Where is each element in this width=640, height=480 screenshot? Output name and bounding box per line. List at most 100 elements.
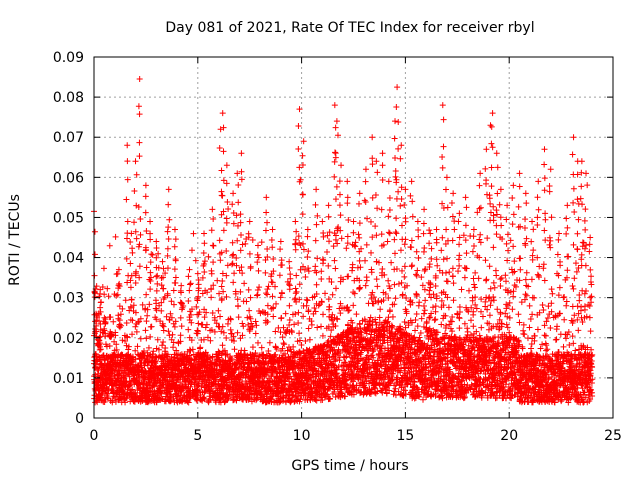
data-point — [213, 320, 220, 327]
data-point — [143, 291, 150, 298]
data-point — [119, 337, 126, 344]
data-point — [143, 335, 150, 342]
data-point — [177, 379, 184, 386]
data-point — [205, 253, 212, 260]
data-point — [200, 395, 207, 402]
data-point — [146, 353, 153, 360]
data-point — [248, 364, 255, 371]
data-point — [169, 331, 176, 338]
data-point — [227, 316, 234, 323]
data-point — [157, 318, 164, 325]
data-point — [203, 353, 210, 360]
data-point — [144, 312, 151, 319]
data-point — [201, 396, 208, 403]
data-point — [126, 373, 133, 380]
data-point — [139, 301, 146, 308]
data-point — [249, 323, 256, 330]
data-point — [133, 328, 140, 335]
data-point — [203, 309, 210, 316]
data-point — [243, 298, 250, 305]
data-point — [253, 322, 260, 329]
data-point — [134, 343, 141, 350]
chart-title: Day 081 of 2021, Rate Of TEC Index for r… — [165, 20, 534, 36]
data-point — [213, 367, 220, 374]
data-point — [177, 338, 184, 345]
data-point — [152, 358, 159, 365]
data-point — [207, 337, 214, 344]
data-point — [162, 344, 169, 351]
data-point — [239, 320, 246, 327]
data-point — [172, 318, 179, 325]
data-point — [155, 346, 162, 353]
data-point — [160, 338, 167, 345]
data-point — [132, 347, 139, 354]
data-point — [122, 297, 129, 304]
data-point — [235, 314, 242, 321]
data-point — [162, 270, 169, 277]
data-point — [99, 284, 106, 291]
data-point — [211, 317, 218, 324]
data-point — [168, 392, 175, 399]
data-point — [148, 323, 155, 330]
data-point — [178, 388, 185, 395]
data-point — [252, 330, 259, 337]
data-point — [204, 334, 211, 341]
data-point — [170, 344, 177, 351]
data-point — [258, 239, 265, 246]
data-point — [159, 342, 166, 349]
data-point — [218, 387, 225, 394]
data-point — [248, 320, 255, 327]
data-point — [242, 240, 249, 247]
data-point — [241, 280, 248, 287]
data-point — [112, 233, 119, 240]
data-point — [137, 335, 144, 342]
data-point — [189, 346, 196, 353]
data-point — [219, 342, 226, 349]
data-point — [135, 319, 142, 326]
data-point — [240, 323, 247, 330]
data-point — [94, 365, 101, 372]
data-point — [116, 370, 123, 377]
data-point — [249, 236, 256, 243]
data-point — [232, 290, 239, 297]
data-point — [203, 321, 210, 328]
data-point — [149, 251, 156, 258]
data-point — [121, 375, 128, 382]
data-point — [215, 354, 222, 361]
data-point — [166, 332, 173, 339]
data-point — [191, 357, 198, 364]
data-point — [141, 362, 148, 369]
data-point — [129, 386, 136, 393]
data-point — [211, 328, 218, 335]
data-point — [122, 399, 129, 406]
data-point — [209, 353, 216, 360]
data-point — [111, 367, 118, 374]
data-point — [147, 388, 154, 395]
data-point — [122, 338, 129, 345]
data-point — [167, 310, 174, 317]
data-point — [231, 346, 238, 353]
data-point — [185, 399, 192, 406]
data-point — [164, 351, 171, 358]
data-point — [150, 348, 157, 355]
data-point — [220, 329, 227, 336]
data-point — [164, 245, 171, 252]
data-point — [188, 247, 195, 254]
data-point — [113, 341, 120, 348]
data-point — [217, 313, 224, 320]
data-point — [171, 266, 178, 273]
data-point — [236, 267, 243, 274]
data-point — [202, 324, 209, 331]
data-point — [117, 311, 124, 318]
data-point — [165, 328, 172, 335]
data-point — [258, 344, 265, 351]
data-point — [227, 357, 234, 364]
data-point — [129, 331, 136, 338]
data-point — [197, 344, 204, 351]
data-point — [158, 390, 165, 397]
data-point — [119, 305, 126, 312]
data-point — [147, 333, 154, 340]
data-point — [201, 258, 208, 265]
data-point — [130, 302, 137, 309]
data-point — [124, 334, 131, 341]
